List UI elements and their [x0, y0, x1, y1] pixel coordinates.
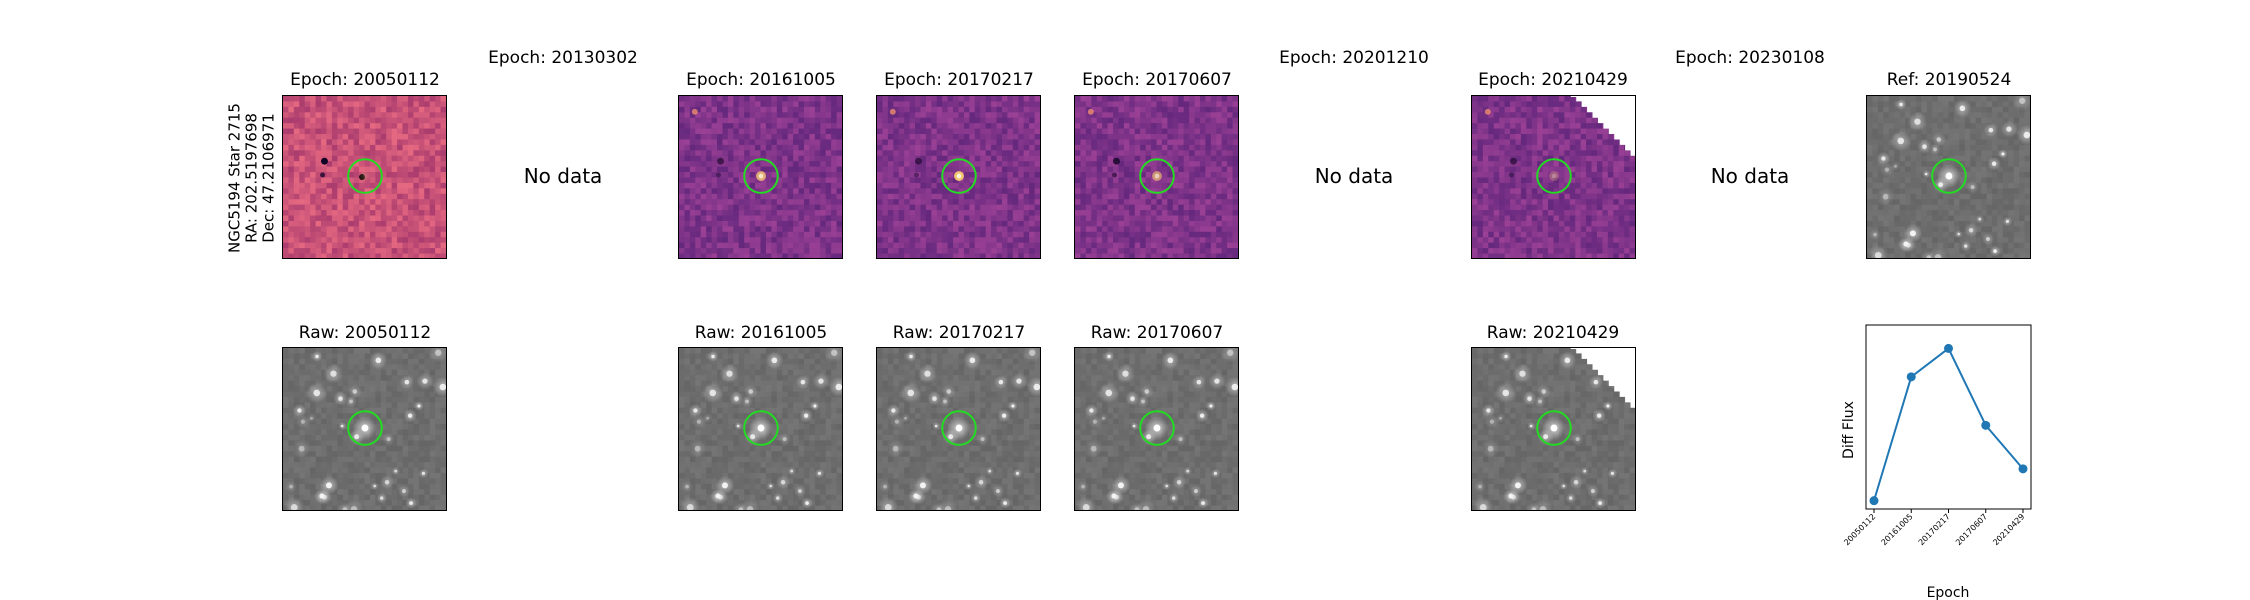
aperture-circle — [1931, 158, 1967, 194]
aperture-circle — [347, 410, 383, 446]
diff-image-20170607 — [1074, 95, 1239, 259]
no-data-label-1: No data — [523, 164, 603, 188]
y-axis-label: Diff Flux — [1841, 401, 1857, 459]
x-tick-label-20161005: 20161005 — [1880, 512, 1915, 547]
raw-image-20210429 — [1471, 347, 1636, 511]
x-axis-label: Epoch — [1927, 585, 1970, 600]
star-name: NGC5194 Star 2715 — [225, 103, 244, 253]
top-title-8: Ref: 20190524 — [1886, 70, 2012, 90]
aperture-circle — [1536, 410, 1572, 446]
x-tick-label-20210429: 20210429 — [1991, 512, 2026, 547]
raw-title-2: Raw: 20170217 — [892, 323, 1026, 343]
x-tick-label-20170217: 20170217 — [1917, 512, 1952, 547]
reference-image-20190524 — [1866, 95, 2031, 259]
top-title-4: Epoch: 20170607 — [1082, 70, 1232, 90]
raw-title-0: Raw: 20050112 — [298, 323, 432, 343]
top-title-6: Epoch: 20210429 — [1478, 70, 1628, 90]
no-data-label-5: No data — [1314, 164, 1394, 188]
top-title-7: Epoch: 20230108 — [1675, 48, 1825, 68]
top-title-2: Epoch: 20161005 — [686, 70, 836, 90]
raw-title-3: Raw: 20170607 — [1090, 323, 1224, 343]
top-title-3: Epoch: 20170217 — [884, 70, 1034, 90]
top-title-0: Epoch: 20050112 — [290, 70, 440, 90]
diff-image-20170217 — [876, 95, 1041, 259]
top-title-5: Epoch: 20201210 — [1279, 48, 1429, 68]
aperture-circle — [1139, 158, 1175, 194]
diff-image-20161005 — [678, 95, 843, 259]
diff-image-20050112 — [282, 95, 447, 259]
raw-title-4: Raw: 20210429 — [1486, 323, 1620, 343]
top-title-1: Epoch: 20130302 — [488, 48, 638, 68]
aperture-circle — [347, 158, 383, 194]
x-tick-label-20170607: 20170607 — [1954, 512, 1989, 547]
plot-marks — [1869, 343, 2028, 506]
raw-image-20170217 — [876, 347, 1041, 511]
aperture-circle — [941, 410, 977, 446]
raw-image-20050112 — [282, 347, 447, 511]
diff-image-20210429 — [1471, 95, 1636, 259]
aperture-circle — [941, 158, 977, 194]
data-point-20050112 — [1869, 496, 1879, 506]
data-point-20170217 — [1944, 343, 1953, 353]
x-tick-label-20050112: 20050112 — [1842, 512, 1877, 547]
aperture-circle — [743, 410, 779, 446]
aperture-circle — [1139, 410, 1175, 446]
raw-image-20170607 — [1074, 347, 1239, 511]
diff-flux-chart: 20050112 20161005 20170217 20170607 20210429… — [1841, 324, 2032, 600]
raw-title-1: Raw: 20161005 — [694, 323, 828, 343]
data-point-20170607 — [1981, 420, 1991, 430]
plot-ticks: 20050112 20161005 20170217 20170607 20210429 — [1842, 509, 2026, 547]
star-info-label: NGC5194 Star 2715 RA: 202.5197698 Dec: 4… — [225, 103, 278, 253]
raw-image-20161005 — [678, 347, 843, 511]
data-point-20161005 — [1906, 372, 1916, 382]
star-ra: RA: 202.5197698 — [242, 113, 261, 243]
aperture-circle — [1536, 158, 1572, 194]
star-dec: Dec: 47.2106971 — [259, 113, 278, 243]
no-data-label-7: No data — [1710, 164, 1790, 188]
aperture-circle — [743, 158, 779, 194]
data-point-20210429 — [2018, 464, 2028, 474]
